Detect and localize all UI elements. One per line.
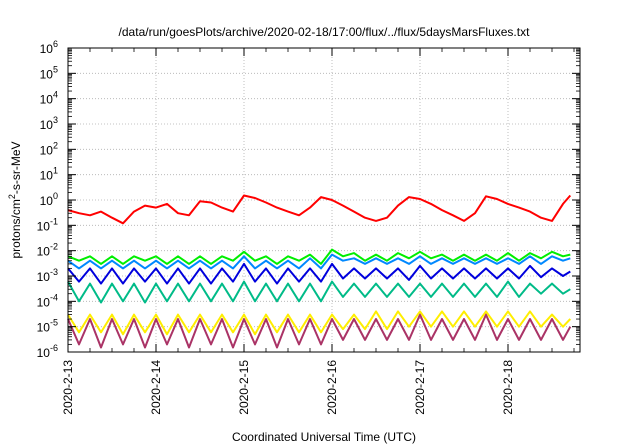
y-tick-label-base: 10 — [37, 245, 51, 259]
y-tick-label-exponent: -3 — [50, 267, 58, 277]
y-tick-label: 10-6 — [37, 343, 58, 360]
y-tick-label: 10-5 — [37, 318, 58, 335]
y-axis-title-superscript: 2 — [7, 194, 17, 199]
axis-ticks — [67, 47, 580, 353]
x-axis-title: Coordinated Universal Time (UTC) — [232, 430, 416, 444]
y-tick-label-exponent: -2 — [50, 242, 58, 252]
y-tick-label-exponent: 2 — [53, 140, 58, 150]
y-tick-label-base: 10 — [40, 42, 54, 56]
y-tick-label-base: 10 — [37, 219, 51, 233]
y-tick-label-base: 10 — [37, 295, 51, 309]
x-tick-labels: 2020-2-13 2020-2-14 2020-2-15 2020-2-16 2020… — [61, 360, 515, 415]
x-tick-label: 2020-2-15 — [237, 360, 251, 415]
x-tick-label: 2020-2-17 — [413, 360, 427, 415]
y-tick-label: 104 — [40, 90, 58, 107]
series-line — [67, 248, 571, 265]
y-tick-label-exponent: -5 — [50, 318, 58, 328]
x-tick-label: 2020-2-14 — [149, 360, 163, 415]
y-tick-label-base: 10 — [37, 321, 51, 335]
series-line — [67, 194, 572, 225]
y-tick-label-base: 10 — [40, 67, 54, 81]
y-tick-labels: 10-610-510-410-310-210-11001011021031041… — [37, 39, 58, 360]
y-tick-label-base: 10 — [37, 270, 51, 284]
x-tick-label: 2020-2-16 — [325, 360, 339, 415]
y-tick-label: 10-1 — [37, 216, 58, 233]
series-line — [67, 262, 571, 285]
y-tick-label-exponent: -1 — [50, 216, 58, 226]
series-line — [67, 313, 572, 349]
y-tick-label: 10-3 — [37, 267, 58, 284]
x-tick-label: 2020-2-18 — [501, 360, 515, 415]
y-tick-label: 106 — [40, 39, 58, 56]
y-tick-label-exponent: -6 — [50, 343, 58, 353]
grid-lines — [68, 48, 580, 352]
y-tick-label-exponent: -4 — [50, 292, 58, 302]
y-tick-label-base: 10 — [40, 194, 54, 208]
series-line — [67, 310, 572, 336]
x-tick-label: 2020-2-13 — [61, 360, 75, 415]
y-tick-label-base: 10 — [40, 143, 54, 157]
y-tick-label: 105 — [40, 64, 58, 81]
y-tick-label-base: 10 — [37, 346, 51, 360]
y-tick-label-base: 10 — [40, 118, 54, 132]
series-line — [67, 280, 571, 304]
y-axis-title: protons/cm2-s-sr-MeV — [7, 141, 23, 258]
y-axis-title-rest: -s-sr-MeV — [9, 141, 23, 194]
y-tick-label-exponent: 1 — [53, 166, 58, 176]
y-tick-label-exponent: 3 — [53, 115, 58, 125]
y-tick-label: 102 — [40, 140, 58, 157]
y-tick-label: 103 — [40, 115, 58, 132]
y-tick-label-exponent: 6 — [53, 39, 58, 49]
y-tick-label-base: 10 — [40, 93, 54, 107]
data-series-group — [67, 194, 572, 349]
y-tick-label: 100 — [40, 191, 58, 208]
y-tick-label-exponent: 0 — [53, 191, 58, 201]
chart-title: /data/run/goesPlots/archive/2020-02-18/1… — [119, 25, 531, 39]
y-tick-label-exponent: 4 — [53, 90, 58, 100]
y-tick-label-base: 10 — [40, 169, 54, 183]
series-line — [67, 253, 571, 270]
y-tick-label: 10-4 — [37, 292, 58, 309]
y-axis-title-base: protons/cm — [9, 199, 23, 258]
y-tick-label: 101 — [40, 166, 58, 183]
y-tick-label: 10-2 — [37, 242, 58, 259]
y-tick-label-exponent: 5 — [53, 64, 58, 74]
